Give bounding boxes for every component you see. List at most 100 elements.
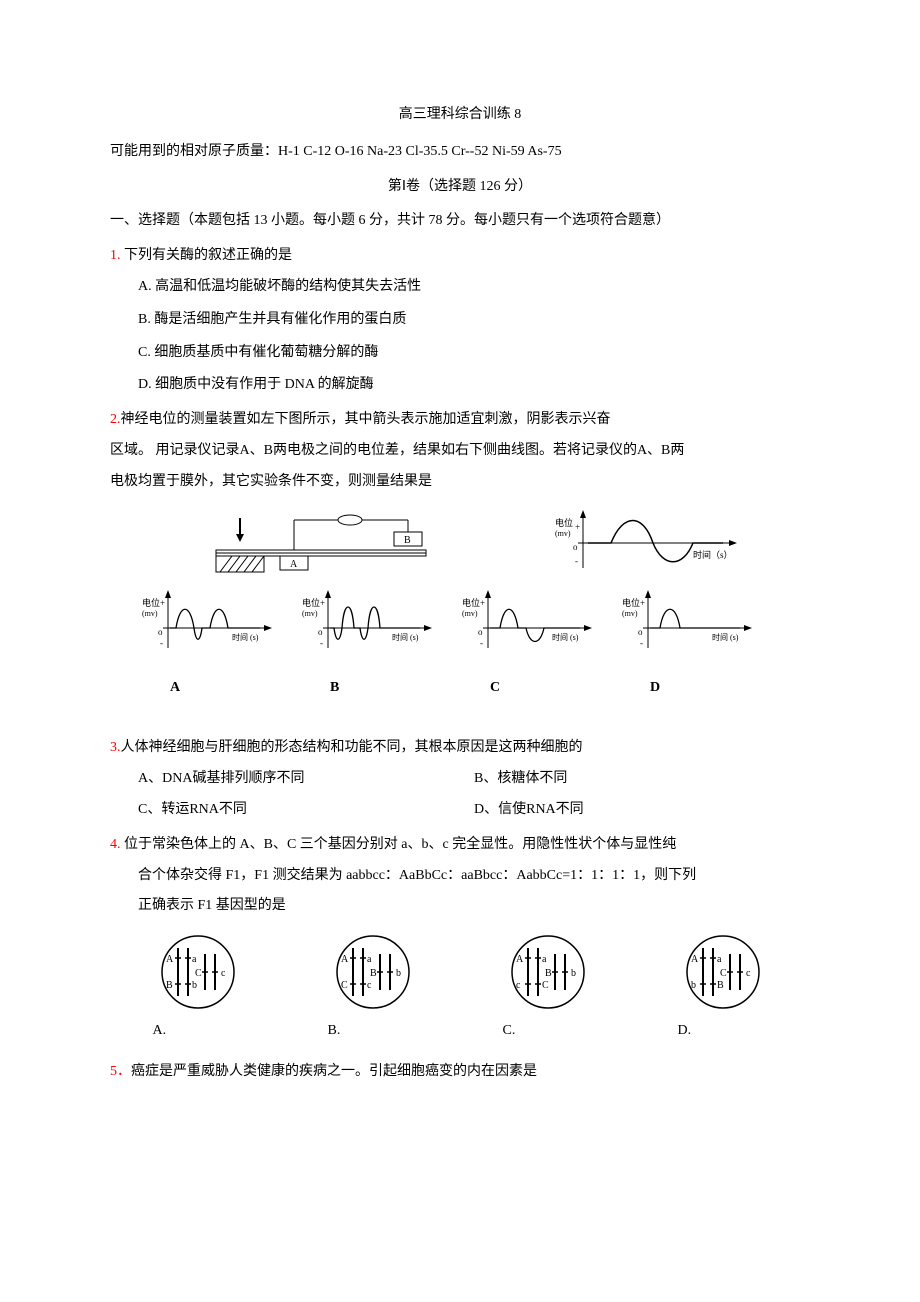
q5-stem: 癌症是严重威胁人类健康的疾病之一。引起细胞癌变的内在因素是 bbox=[131, 1064, 537, 1079]
svg-text:A: A bbox=[166, 954, 174, 965]
q4-num: 4. bbox=[110, 837, 121, 852]
q2-option-figures: 电位(mv) +o- 时间 (s) A 电位(mv) +o- 时间 (s) B bbox=[140, 588, 810, 704]
question-2: 2.神经电位的测量装置如左下图所示，其中箭头表示施加适宜刺激，阴影表示兴奋 区域… bbox=[110, 405, 810, 703]
svg-text:-: - bbox=[575, 556, 578, 566]
device-label-a: A bbox=[290, 559, 298, 570]
q2-fig-d: 电位(mv) + o- 时间 (s) D bbox=[620, 588, 760, 704]
q1-option-c: C. 细胞质基质中有催化葡萄糖分解的酶 bbox=[110, 338, 810, 369]
svg-text:-: - bbox=[640, 638, 643, 648]
q1-option-b: B. 酶是活细胞产生并具有催化作用的蛋白质 bbox=[110, 305, 810, 336]
svg-text:C: C bbox=[341, 980, 348, 991]
q4-label-d: D. bbox=[678, 1016, 692, 1047]
question-3: 3.人体神经细胞与肝细胞的形态结构和功能不同，其根本原因是这两种细胞的 A、DN… bbox=[110, 733, 810, 825]
q2-label-d: D bbox=[620, 673, 760, 704]
svg-text:o: o bbox=[573, 542, 578, 552]
svg-text:o: o bbox=[638, 627, 643, 637]
svg-text:+: + bbox=[320, 598, 325, 608]
reference-curve: 电位 (mv) + o - 时间（s） bbox=[553, 508, 753, 578]
svg-text:b: b bbox=[396, 968, 401, 979]
q2-label-c: C bbox=[460, 673, 600, 704]
q2-num: 2. bbox=[110, 412, 121, 427]
svg-text:(mv): (mv) bbox=[462, 609, 478, 618]
q2-stem-l2: 区域。 用记录仪记录A、B两电极之间的电位差，结果如右下侧曲线图。若将记录仪的A… bbox=[110, 436, 810, 467]
svg-text:c: c bbox=[516, 980, 521, 991]
svg-text:-: - bbox=[480, 638, 483, 648]
svg-text:b: b bbox=[571, 968, 576, 979]
question-4: 4. 位于常染色体上的 A、B、C 三个基因分别对 a、b、c 完全显性。用隐性… bbox=[110, 830, 810, 1047]
svg-text:+: + bbox=[160, 598, 165, 608]
q4-figures: Aa Bb Cc A. Aa Cc Bb bbox=[110, 932, 810, 1047]
q1-option-a: A. 高温和低温均能破坏酶的结构使其失去活性 bbox=[110, 272, 810, 303]
svg-text:o: o bbox=[158, 627, 163, 637]
svg-text:时间 (s): 时间 (s) bbox=[712, 632, 739, 642]
svg-text:电位: 电位 bbox=[302, 597, 320, 608]
q4-fig-b: Aa Cc Bb B. bbox=[318, 932, 428, 1047]
svg-text:(mv): (mv) bbox=[142, 609, 158, 618]
q4-stem-l2: 合个体杂交得 F1，F1 测交结果为 aabbcc：AaBbCc：aaBbcc：… bbox=[110, 861, 810, 892]
q1-option-d: D. 细胞质中没有作用于 DNA 的解旋酶 bbox=[110, 370, 810, 401]
part1-instructions: 一、选择题（本题包括 13 小题。每小题 6 分，共计 78 分。每小题只有一个… bbox=[110, 206, 810, 237]
q1-stem: 下列有关酶的叙述正确的是 bbox=[121, 248, 293, 263]
svg-text:B: B bbox=[370, 968, 377, 979]
svg-text:a: a bbox=[367, 954, 372, 965]
svg-text:b: b bbox=[192, 980, 197, 991]
section-header: 第Ⅰ卷（选择题 126 分） bbox=[110, 172, 810, 203]
page-title: 高三理科综合训练 8 bbox=[110, 100, 810, 131]
ylabel: 电位 bbox=[555, 517, 573, 528]
svg-text:C: C bbox=[195, 968, 202, 979]
svg-text:C: C bbox=[542, 980, 549, 991]
atomic-mass-label: 可能用到的相对原子质量： bbox=[110, 144, 278, 159]
svg-text:b: b bbox=[691, 980, 696, 991]
svg-text:时间 (s): 时间 (s) bbox=[392, 632, 419, 642]
q2-stem-l1: 神经电位的测量装置如左下图所示，其中箭头表示施加适宜刺激，阴影表示兴奋 bbox=[121, 412, 611, 427]
q2-label-b: B bbox=[300, 673, 440, 704]
svg-text:B: B bbox=[166, 980, 173, 991]
svg-text:-: - bbox=[160, 638, 163, 648]
svg-text:A: A bbox=[516, 954, 524, 965]
device-label-b: B bbox=[404, 535, 411, 546]
q1-num: 1. bbox=[110, 248, 121, 263]
svg-text:(mv): (mv) bbox=[302, 609, 318, 618]
svg-text:电位: 电位 bbox=[462, 597, 480, 608]
device-diagram: A B bbox=[208, 508, 438, 578]
svg-text:+: + bbox=[575, 522, 580, 532]
svg-text:电位: 电位 bbox=[142, 597, 160, 608]
q4-fig-c: Aa c C Bb C. bbox=[493, 932, 603, 1047]
ylabel2: (mv) bbox=[555, 529, 571, 538]
svg-text:(mv): (mv) bbox=[622, 609, 638, 618]
q2-fig-c: 电位(mv) +o- 时间 (s) C bbox=[460, 588, 600, 704]
q5-num: 5． bbox=[110, 1064, 131, 1079]
q4-label-a: A. bbox=[153, 1016, 167, 1047]
svg-text:a: a bbox=[192, 954, 197, 965]
q4-label-c: C. bbox=[503, 1016, 516, 1047]
svg-text:+: + bbox=[640, 598, 645, 608]
svg-text:B: B bbox=[717, 980, 724, 991]
q4-fig-a: Aa Bb Cc A. bbox=[143, 932, 253, 1047]
svg-text:电位: 电位 bbox=[622, 597, 640, 608]
q3-stem: 人体神经细胞与肝细胞的形态结构和功能不同，其根本原因是这两种细胞的 bbox=[121, 740, 583, 755]
atomic-mass-values: H-1 C-12 O-16 Na-23 Cl-35.5 Cr--52 Ni-59… bbox=[278, 144, 562, 159]
svg-text:c: c bbox=[221, 968, 226, 979]
q3-option-c: C、转运RNA不同 bbox=[138, 795, 474, 826]
q2-fig-b: 电位(mv) + o- 时间 (s) B bbox=[300, 588, 440, 704]
svg-text:a: a bbox=[717, 954, 722, 965]
svg-text:B: B bbox=[545, 968, 552, 979]
svg-text:时间 (s): 时间 (s) bbox=[552, 632, 579, 642]
q2-stem-l3: 电极均置于膜外，其它实验条件不变，则测量结果是 bbox=[110, 467, 810, 498]
atomic-mass-line: 可能用到的相对原子质量：H-1 C-12 O-16 Na-23 Cl-35.5 … bbox=[110, 137, 810, 168]
svg-text:C: C bbox=[720, 968, 727, 979]
svg-text:c: c bbox=[746, 968, 751, 979]
q4-stem-l1: 位于常染色体上的 A、B、C 三个基因分别对 a、b、c 完全显性。用隐性性状个… bbox=[121, 837, 677, 852]
q3-num: 3. bbox=[110, 740, 121, 755]
q4-fig-d: Aa b B Cc D. bbox=[668, 932, 778, 1047]
q2-label-a: A bbox=[140, 673, 280, 704]
q2-top-figures: A B 电位 (mv) + o - 时间（s） bbox=[110, 508, 810, 578]
q3-option-b: B、核糖体不同 bbox=[474, 764, 810, 795]
svg-text:a: a bbox=[542, 954, 547, 965]
svg-text:时间 (s): 时间 (s) bbox=[232, 632, 259, 642]
svg-text:+: + bbox=[480, 598, 485, 608]
xlabel: 时间（s） bbox=[693, 549, 733, 560]
svg-text:-: - bbox=[320, 638, 323, 648]
svg-text:o: o bbox=[318, 627, 323, 637]
svg-text:A: A bbox=[691, 954, 699, 965]
